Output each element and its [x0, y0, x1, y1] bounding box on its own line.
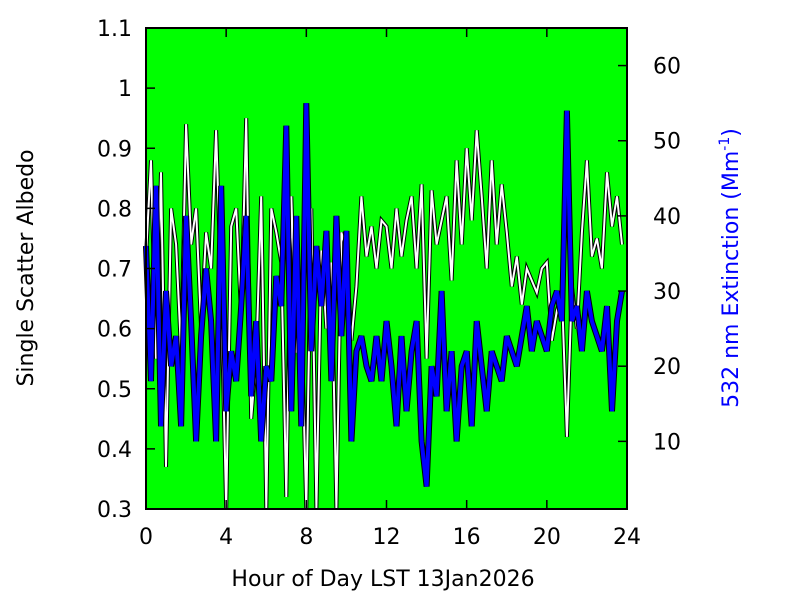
x-tick-label: 0 [139, 525, 153, 550]
y-axis-right-title-sup: -1 [717, 137, 733, 151]
series-2-line [144, 103, 624, 487]
y-axis-left-title: Single Scatter Albedo [14, 149, 39, 386]
y-right-tick-label: 50 [653, 130, 681, 155]
x-tick-label: 8 [299, 525, 313, 550]
y-left-tick-label: 1.1 [97, 17, 132, 42]
y-right-tick-label: 10 [653, 430, 681, 455]
y-left-tick-label: 0.6 [97, 318, 132, 343]
y-right-tick-label: 20 [653, 355, 681, 380]
series-2 [143, 103, 625, 487]
y-left-tick-label: 0.9 [97, 137, 132, 162]
y-left-tick-label: 0.4 [97, 438, 132, 463]
x-tick-label: 20 [533, 525, 561, 550]
x-tick-label: 16 [453, 525, 481, 550]
y-left-tick-label: 0.8 [97, 197, 132, 222]
y-left-tick-label: 1 [118, 77, 132, 102]
y-axis-right-title-main: 532 nm Extinction (Mm [719, 151, 744, 408]
ticks-layer: 0 4 8 12 16 20 24 0.3 0.4 0.5 0.6 0.7 0.8 0.9 1 1.1 10 20… [97, 17, 681, 550]
y-axis-right-title-close: ) [719, 128, 744, 137]
y-right-tick-label: 40 [653, 205, 681, 230]
y-right-tick-label: 60 [653, 55, 681, 80]
series-1-line [145, 118, 623, 510]
y-left-tick-label: 0.5 [97, 378, 132, 403]
y-axis-right-title: 532 nm Extinction (Mm-1) [717, 128, 744, 408]
series-layer [143, 103, 625, 510]
x-tick-label: 4 [219, 525, 233, 550]
y-right-tick-label: 30 [653, 280, 681, 305]
x-tick-label: 24 [613, 525, 641, 550]
y-left-tick-label: 0.3 [97, 498, 132, 523]
series-1 [144, 118, 624, 510]
x-axis-title: Hour of Day LST 13Jan2026 [231, 567, 534, 592]
x-tick-label: 12 [373, 525, 401, 550]
y-left-tick-label: 0.7 [97, 258, 132, 283]
